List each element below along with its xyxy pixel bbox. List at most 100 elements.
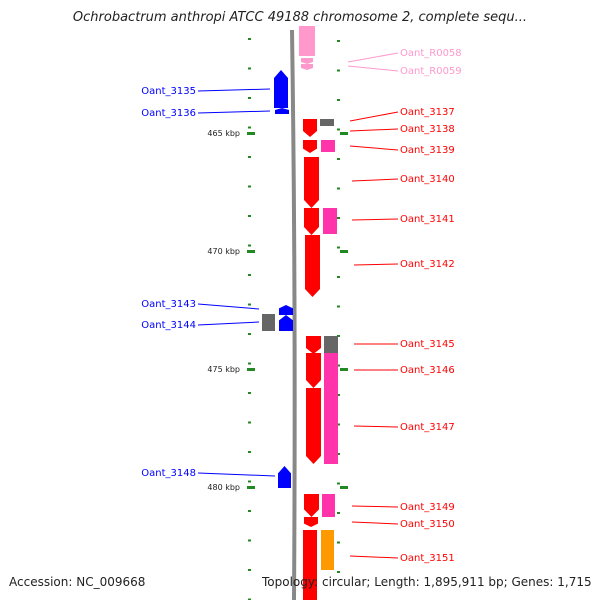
minor-tick-left xyxy=(248,156,251,158)
major-tick-left xyxy=(247,368,255,371)
kbp-label: 470 kbp xyxy=(207,247,240,256)
minor-tick-left xyxy=(248,126,251,129)
right-gene-label: Oant_3139 xyxy=(400,145,455,156)
minor-tick-left xyxy=(248,362,251,365)
rna-gene-arrow xyxy=(301,64,313,70)
minor-tick-right xyxy=(337,40,340,42)
right-gene-label: Oant_3137 xyxy=(400,107,455,118)
minor-tick-right xyxy=(337,335,340,337)
forward-gene xyxy=(303,530,317,600)
minor-tick-left xyxy=(248,421,251,424)
minor-tick-right xyxy=(337,217,340,219)
minor-tick-right xyxy=(337,69,340,72)
pseudo-gene xyxy=(262,314,275,331)
right-label-leader xyxy=(347,52,399,63)
kbp-label: 475 kbp xyxy=(207,365,240,374)
major-tick-right xyxy=(340,368,348,371)
pseudo-gene xyxy=(320,119,334,126)
partner-gene xyxy=(321,140,335,152)
forward-gene xyxy=(304,517,318,527)
left-gene-label: Oant_3136 xyxy=(141,108,196,119)
left-label-leader xyxy=(197,303,260,310)
minor-tick-left xyxy=(248,67,251,70)
minor-tick-left xyxy=(248,539,251,542)
reverse-gene xyxy=(279,305,293,315)
right-gene-label: Oant_3151 xyxy=(400,553,455,564)
right-label-leader xyxy=(349,111,399,122)
reverse-gene xyxy=(275,108,289,114)
forward-gene xyxy=(304,494,319,517)
minor-tick-right xyxy=(337,571,340,573)
right-label-leader xyxy=(351,178,399,182)
minor-tick-left xyxy=(248,215,251,217)
left-gene-label: Oant_3143 xyxy=(141,299,196,310)
partner-gene xyxy=(324,388,338,464)
forward-gene xyxy=(306,353,321,388)
minor-tick-right xyxy=(337,276,340,278)
minor-tick-left xyxy=(248,244,251,247)
minor-tick-left xyxy=(248,274,251,276)
left-gene-label: Oant_3148 xyxy=(141,468,196,479)
topology-summary: Topology: circular; Length: 1,895,911 bp… xyxy=(262,575,592,589)
minor-tick-right xyxy=(337,512,340,514)
right-label-leader xyxy=(349,555,399,559)
right-label-leader xyxy=(349,128,399,132)
right-label-leader xyxy=(353,425,399,428)
left-label-leader xyxy=(197,110,271,114)
forward-gene xyxy=(303,140,317,153)
right-label-leader xyxy=(351,218,399,221)
major-tick-left xyxy=(247,132,255,135)
major-tick-left xyxy=(247,486,255,489)
forward-gene xyxy=(304,208,319,235)
accession-text: Accession: NC_009668 xyxy=(9,575,146,589)
left-label-leader xyxy=(197,472,276,477)
right-gene-label: Oant_R0059 xyxy=(400,66,462,77)
minor-tick-right xyxy=(337,187,340,190)
right-gene-label: Oant_3149 xyxy=(400,502,455,513)
major-tick-right xyxy=(340,250,348,253)
minor-tick-right xyxy=(337,128,340,131)
right-label-leader xyxy=(351,521,399,525)
partner-gene xyxy=(323,208,337,234)
minor-tick-left xyxy=(248,510,251,512)
left-label-leader xyxy=(197,88,271,92)
reverse-gene xyxy=(278,466,291,488)
minor-tick-right xyxy=(337,246,340,249)
right-gene-label: Oant_R0058 xyxy=(400,48,462,59)
minor-tick-left xyxy=(248,38,251,40)
minor-tick-left xyxy=(248,451,251,453)
forward-gene xyxy=(306,336,321,354)
left-gene-label: Oant_3135 xyxy=(141,86,196,97)
left-gene-label: Oant_3144 xyxy=(141,320,196,331)
minor-tick-left xyxy=(248,392,251,394)
right-gene-label: Oant_3150 xyxy=(400,519,455,530)
chromosome-backbone xyxy=(290,29,297,600)
minor-tick-right xyxy=(337,158,340,160)
minor-tick-right xyxy=(337,453,340,455)
forward-gene xyxy=(304,157,319,208)
minor-tick-right xyxy=(337,482,340,485)
right-gene-label: Oant_3142 xyxy=(400,259,455,270)
minor-tick-right xyxy=(337,364,340,367)
minor-tick-left xyxy=(248,480,251,483)
minor-tick-left xyxy=(248,333,251,335)
kbp-label: 465 kbp xyxy=(207,129,240,138)
left-label-leader xyxy=(197,321,260,326)
minor-tick-left xyxy=(248,569,251,571)
right-gene-label: Oant_3138 xyxy=(400,124,455,135)
kbp-label: 480 kbp xyxy=(207,483,240,492)
pseudo-gene xyxy=(324,336,338,354)
right-label-leader xyxy=(347,65,399,72)
reverse-gene xyxy=(279,315,293,331)
minor-tick-right xyxy=(337,423,340,426)
right-label-leader xyxy=(351,505,399,508)
minor-tick-right xyxy=(337,305,340,308)
map-title: Ochrobactrum anthropi ATCC 49188 chromos… xyxy=(72,10,528,25)
major-tick-right xyxy=(340,132,348,135)
forward-gene xyxy=(303,119,317,137)
minor-tick-right xyxy=(337,99,340,101)
orange-gene xyxy=(321,530,334,570)
partner-gene xyxy=(324,353,338,388)
right-gene-label: Oant_3140 xyxy=(400,174,455,185)
